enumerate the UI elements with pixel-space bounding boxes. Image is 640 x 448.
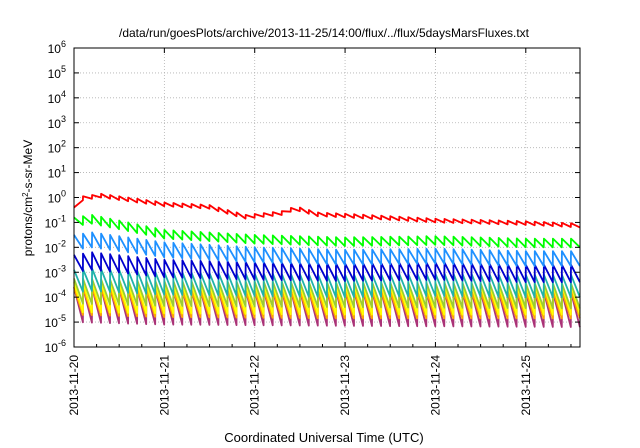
y-tick-label: 104 [48, 89, 66, 106]
series-line-4 [73, 251, 581, 284]
chart-title: /data/run/goesPlots/archive/2013-11-25/1… [119, 26, 530, 40]
data-series [73, 192, 581, 328]
y-tick-label: 10-4 [45, 288, 66, 305]
y-axis-label-sup: 2 [21, 192, 30, 197]
y-tick-label: 10-1 [45, 213, 66, 230]
x-tick-label: 2013-11-21 [157, 355, 171, 416]
y-tick-label: 100 [48, 189, 66, 206]
y-tick-label: 103 [48, 114, 66, 131]
y-axis-label: protons/cm2-s-sr-MeV [21, 140, 36, 256]
x-tick-label: 2013-11-22 [248, 355, 262, 416]
x-tick-label: 2013-11-24 [428, 355, 442, 416]
y-axis-label-post: -s-sr-MeV [21, 140, 35, 193]
y-tick-label: 10-3 [45, 263, 66, 280]
axes: 106 105 104 103 102 101 100 10-1 10-2 10-3 10-4 10-… [45, 39, 581, 416]
x-tick-label: 2013-11-25 [519, 355, 533, 416]
plot-frame [73, 47, 581, 348]
y-tick-label: 105 [48, 64, 66, 81]
series-line-5 [73, 267, 581, 299]
y-tick-label: 106 [48, 39, 66, 56]
y-tick-label: 101 [48, 164, 66, 181]
y-tick-label: 10-6 [45, 338, 66, 355]
x-tick-label: 2013-11-20 [67, 355, 81, 416]
x-tick-label: 2013-11-23 [338, 355, 352, 416]
series-line-3 [73, 231, 581, 267]
y-tick-label: 10-2 [45, 238, 66, 255]
y-axis-label-pre: protons/cm [21, 197, 35, 256]
x-axis-label: Coordinated Universal Time (UTC) [224, 430, 423, 445]
y-tick-label: 10-5 [45, 313, 66, 330]
y-tick-label: 102 [48, 139, 66, 156]
series-line-2 [73, 213, 581, 249]
series-line-1 [73, 192, 581, 229]
